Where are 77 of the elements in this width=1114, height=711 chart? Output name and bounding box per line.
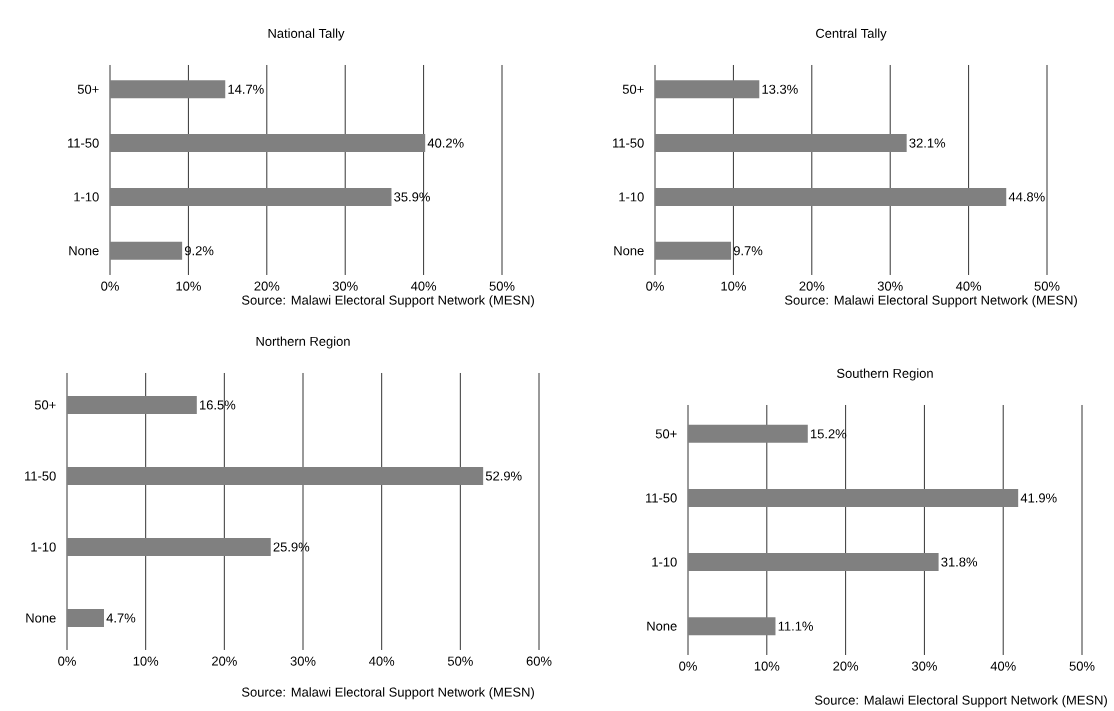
x-tick-label: 50% [1069,661,1095,671]
x-tick-label: 40% [369,656,395,666]
x-tick-label: 10% [176,281,201,291]
data-label: 52.9% [485,471,522,481]
x-tick-label: 0% [679,661,697,671]
y-tick-label: 1-10 [74,192,99,202]
bar [688,424,808,443]
data-label: 44.8% [1008,192,1045,202]
source-note: Source: Malawi Electoral Support Network (MESN) [241,687,534,700]
x-tick-label: 0% [101,281,119,291]
chart-title: National Tally [268,28,345,41]
data-label: 14.7% [228,84,264,94]
source-note: Source: Malawi Electoral Support Network (MESN) [814,695,1107,708]
bar [67,466,484,485]
bar [67,609,104,628]
x-tick-label: 20% [212,656,237,666]
bar [655,187,1007,206]
y-tick-label: None [69,246,99,256]
x-tick-label: 30% [911,661,937,671]
bar [67,395,197,414]
data-label: 13.3% [762,84,798,94]
y-tick-label: 11-50 [25,471,56,481]
x-tick-label: 20% [833,661,859,671]
y-tick-label: 1-10 [619,192,644,202]
data-label: 40.2% [427,138,464,148]
x-tick-label: 30% [290,656,316,666]
x-tick-label: 0% [646,281,664,291]
x-tick-label: 20% [799,281,825,291]
data-label: 31.8% [941,557,978,567]
x-tick-label: 50% [489,281,515,291]
y-tick-label: 1-10 [31,542,56,552]
data-label: 32.1% [909,138,946,148]
y-tick-label: 50+ [655,429,677,439]
x-tick-label: 60% [526,656,552,666]
y-tick-label: 11-50 [646,493,677,503]
bar [688,617,776,636]
bar [67,538,271,556]
x-tick-label: 40% [990,661,1016,671]
bar [688,553,939,572]
x-tick-label: 10% [754,661,780,671]
bar [655,134,907,153]
y-tick-label: 50+ [77,84,99,94]
data-label: 9.7% [733,246,763,256]
chart-title: Northern Region [256,336,350,349]
chart-title: Southern Region [837,368,933,381]
data-label: 11.1% [778,621,813,631]
data-label: 25.9% [273,542,310,552]
bar [110,134,426,153]
source-note: Source: Malawi Electoral Support Network (MESN) [241,295,534,308]
data-label: 41.9% [1020,493,1057,503]
chart-title: Central Tally [816,28,887,41]
x-tick-label: 20% [254,281,280,291]
bar [655,241,732,260]
x-tick-label: 30% [332,281,358,291]
y-tick-label: 11-50 [613,138,644,148]
x-tick-label: 50% [1034,281,1060,291]
x-tick-label: 40% [410,281,437,291]
y-tick-label: None [26,613,56,623]
data-label: 4.7% [106,613,136,623]
y-tick-label: 11-50 [68,138,99,148]
bar [688,488,1019,507]
bar [655,80,760,99]
y-tick-label: 50+ [622,84,644,94]
y-tick-label: 1-10 [652,557,677,567]
x-tick-label: 40% [955,281,982,291]
bar [110,187,392,206]
x-tick-label: 10% [133,656,159,666]
x-tick-label: 30% [877,281,903,291]
y-tick-label: None [647,621,677,631]
source-note: Source: Malawi Electoral Support Network (MESN) [784,295,1077,308]
bar [110,241,183,260]
y-tick-label: None [614,246,644,256]
x-tick-label: 0% [58,656,76,666]
y-tick-label: 50+ [34,400,56,410]
bar [110,80,226,99]
x-tick-label: 10% [721,281,746,291]
x-tick-label: 50% [447,656,473,666]
